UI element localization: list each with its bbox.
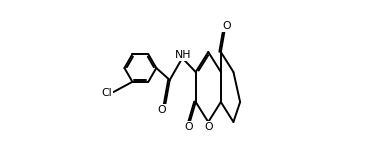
Text: O: O [205,122,214,132]
Text: O: O [222,21,231,31]
Text: O: O [185,122,193,132]
Text: NH: NH [175,50,191,60]
Text: Cl: Cl [101,88,112,98]
Text: O: O [158,105,166,115]
